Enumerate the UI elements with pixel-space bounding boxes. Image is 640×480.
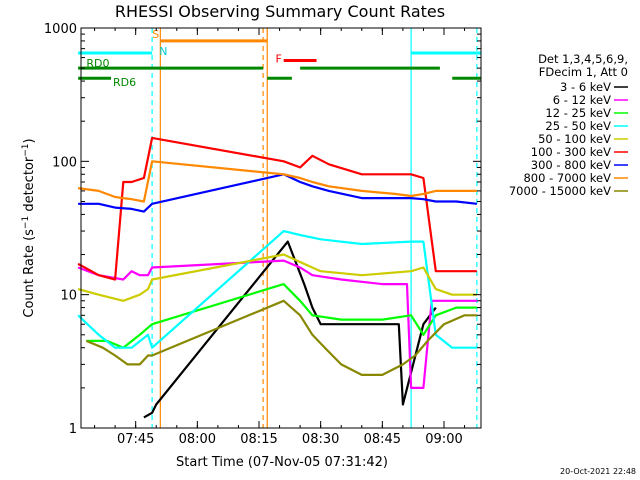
legend-entry: 6 - 12 keV: [553, 93, 611, 107]
legend-entry: 50 - 100 keV: [538, 132, 611, 146]
y-tick-label: 10: [60, 289, 77, 304]
y-tick-label: 1: [69, 422, 77, 437]
x-axis-label: Start Time (07-Nov-05 07:31:42): [176, 455, 388, 470]
series-line-9: [85, 299, 477, 376]
series-line-5: [77, 253, 477, 302]
flare-label: F: [275, 53, 281, 66]
legend-header: FDecim 1, Att 0: [539, 65, 628, 79]
series-line-6: [77, 136, 477, 281]
x-tick-label: 08:45: [364, 432, 401, 447]
chart-title: RHESSI Observing Summary Count Rates: [115, 2, 445, 21]
legend-entry: 300 - 800 keV: [531, 158, 611, 172]
series-line-4: [77, 230, 477, 349]
y-axis-label: Count Rate (s−1 detector−1): [21, 138, 37, 317]
axes: 07:45 08:00 08:15 08:30 08:45 09:00 1 10 100 1000: [44, 22, 481, 447]
x-tick-label: 07:45: [117, 432, 154, 447]
night-label: N: [159, 45, 167, 58]
legend-entry: 25 - 50 keV: [545, 119, 611, 133]
series-line-7: [78, 173, 478, 213]
x-tick-label: 08:15: [240, 432, 277, 447]
series-line-2: [77, 259, 477, 389]
generation-timestamp: 20-Oct-2021 22:48: [560, 467, 636, 476]
legend-entry: 12 - 25 keV: [545, 106, 611, 120]
y-tick-label: 100: [52, 155, 77, 170]
plot-frame: [80, 27, 482, 429]
y-tick-label: 1000: [44, 22, 77, 37]
plot-area: SN F RD0 RD6: [77, 28, 481, 428]
x-tick-label: 08:30: [302, 432, 339, 447]
x-tick-label: 09:00: [425, 432, 462, 447]
series-line-8: [77, 160, 477, 203]
rd6-label: RD6: [113, 76, 136, 89]
legend: Det 1,3,4,5,6,9,FDecim 1, Att 03 - 6 keV…: [509, 52, 628, 198]
legend-entry: 100 - 300 keV: [531, 145, 611, 159]
legend-entry: 7000 - 15000 keV: [509, 184, 611, 198]
legend-entry: 3 - 6 keV: [560, 80, 611, 94]
saa-label: S: [152, 28, 159, 41]
legend-entry: 800 - 7000 keV: [523, 171, 611, 185]
series-line-3: [86, 283, 477, 349]
series-line-1: [143, 240, 437, 419]
legend-header: Det 1,3,4,5,6,9,: [538, 52, 628, 66]
x-tick-label: 08:00: [179, 432, 216, 447]
rd0-label: RD0: [86, 57, 109, 70]
